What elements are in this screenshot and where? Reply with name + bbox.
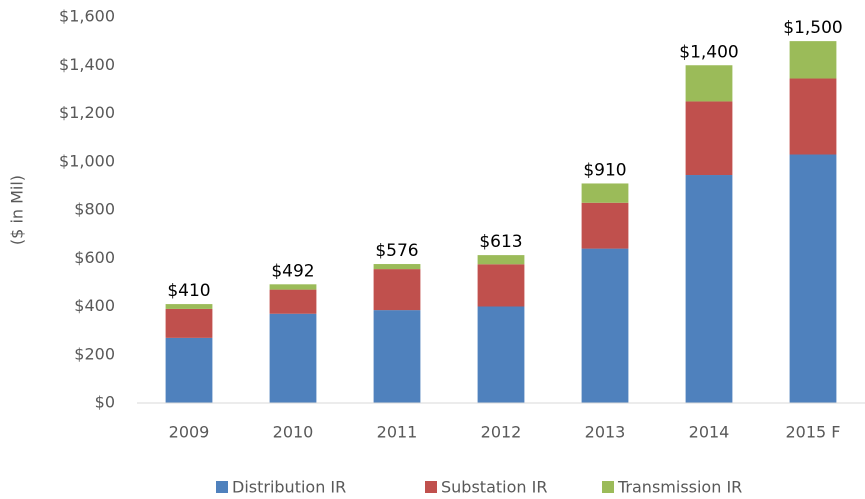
bar-segment	[373, 310, 421, 403]
bar-segment	[685, 101, 733, 176]
bar-segment	[581, 183, 629, 203]
bar-segment	[789, 41, 837, 79]
x-tick-label: 2014	[689, 423, 730, 442]
bar-segment	[165, 304, 213, 309]
bar-segment	[789, 78, 837, 155]
y-tick-label: $1,000	[59, 151, 115, 170]
bar-segment	[269, 289, 317, 314]
value-label: $410	[167, 281, 210, 301]
legend-swatch	[425, 481, 437, 493]
legend-swatch	[602, 481, 614, 493]
x-tick-label: 2015 F	[785, 423, 840, 442]
bar-segment	[581, 248, 629, 403]
bar-segment	[789, 154, 837, 403]
bar-segment	[477, 255, 525, 265]
bar-segment	[477, 264, 525, 307]
bar-segment	[477, 306, 525, 403]
y-tick-label: $1,600	[59, 7, 115, 26]
bar-segment	[373, 264, 421, 270]
value-label: $613	[479, 232, 522, 252]
bar-segment	[685, 175, 733, 403]
y-tick-label: $0	[95, 393, 115, 412]
legend-label: Transmission IR	[617, 478, 742, 497]
y-tick-label: $600	[74, 248, 115, 267]
x-tick-label: 2009	[169, 423, 210, 442]
x-tick-label: 2010	[273, 423, 314, 442]
value-label: $910	[583, 160, 626, 180]
legend-swatch	[216, 481, 228, 493]
value-label: $576	[375, 241, 418, 261]
bar-segment	[685, 65, 733, 102]
bar-segment	[373, 269, 421, 311]
legend-label: Distribution IR	[232, 478, 346, 497]
bar-segment	[581, 202, 629, 249]
bar-segment	[269, 313, 317, 403]
y-tick-label: $200	[74, 344, 115, 363]
value-label: $1,500	[783, 18, 842, 38]
x-tick-label: 2011	[377, 423, 418, 442]
bar-segment	[269, 284, 317, 290]
x-tick-label: 2013	[585, 423, 626, 442]
value-label: $492	[271, 261, 314, 281]
y-axis-label: ($ in Mil)	[8, 175, 27, 245]
x-tick-label: 2012	[481, 423, 522, 442]
bar-segment	[165, 308, 213, 338]
y-tick-label: $1,400	[59, 55, 115, 74]
value-label: $1,400	[679, 42, 738, 62]
bar-segment	[165, 337, 213, 403]
y-tick-label: $400	[74, 296, 115, 315]
legend-label: Substation IR	[441, 478, 547, 497]
y-tick-label: $1,200	[59, 103, 115, 122]
y-tick-label: $800	[74, 200, 115, 219]
